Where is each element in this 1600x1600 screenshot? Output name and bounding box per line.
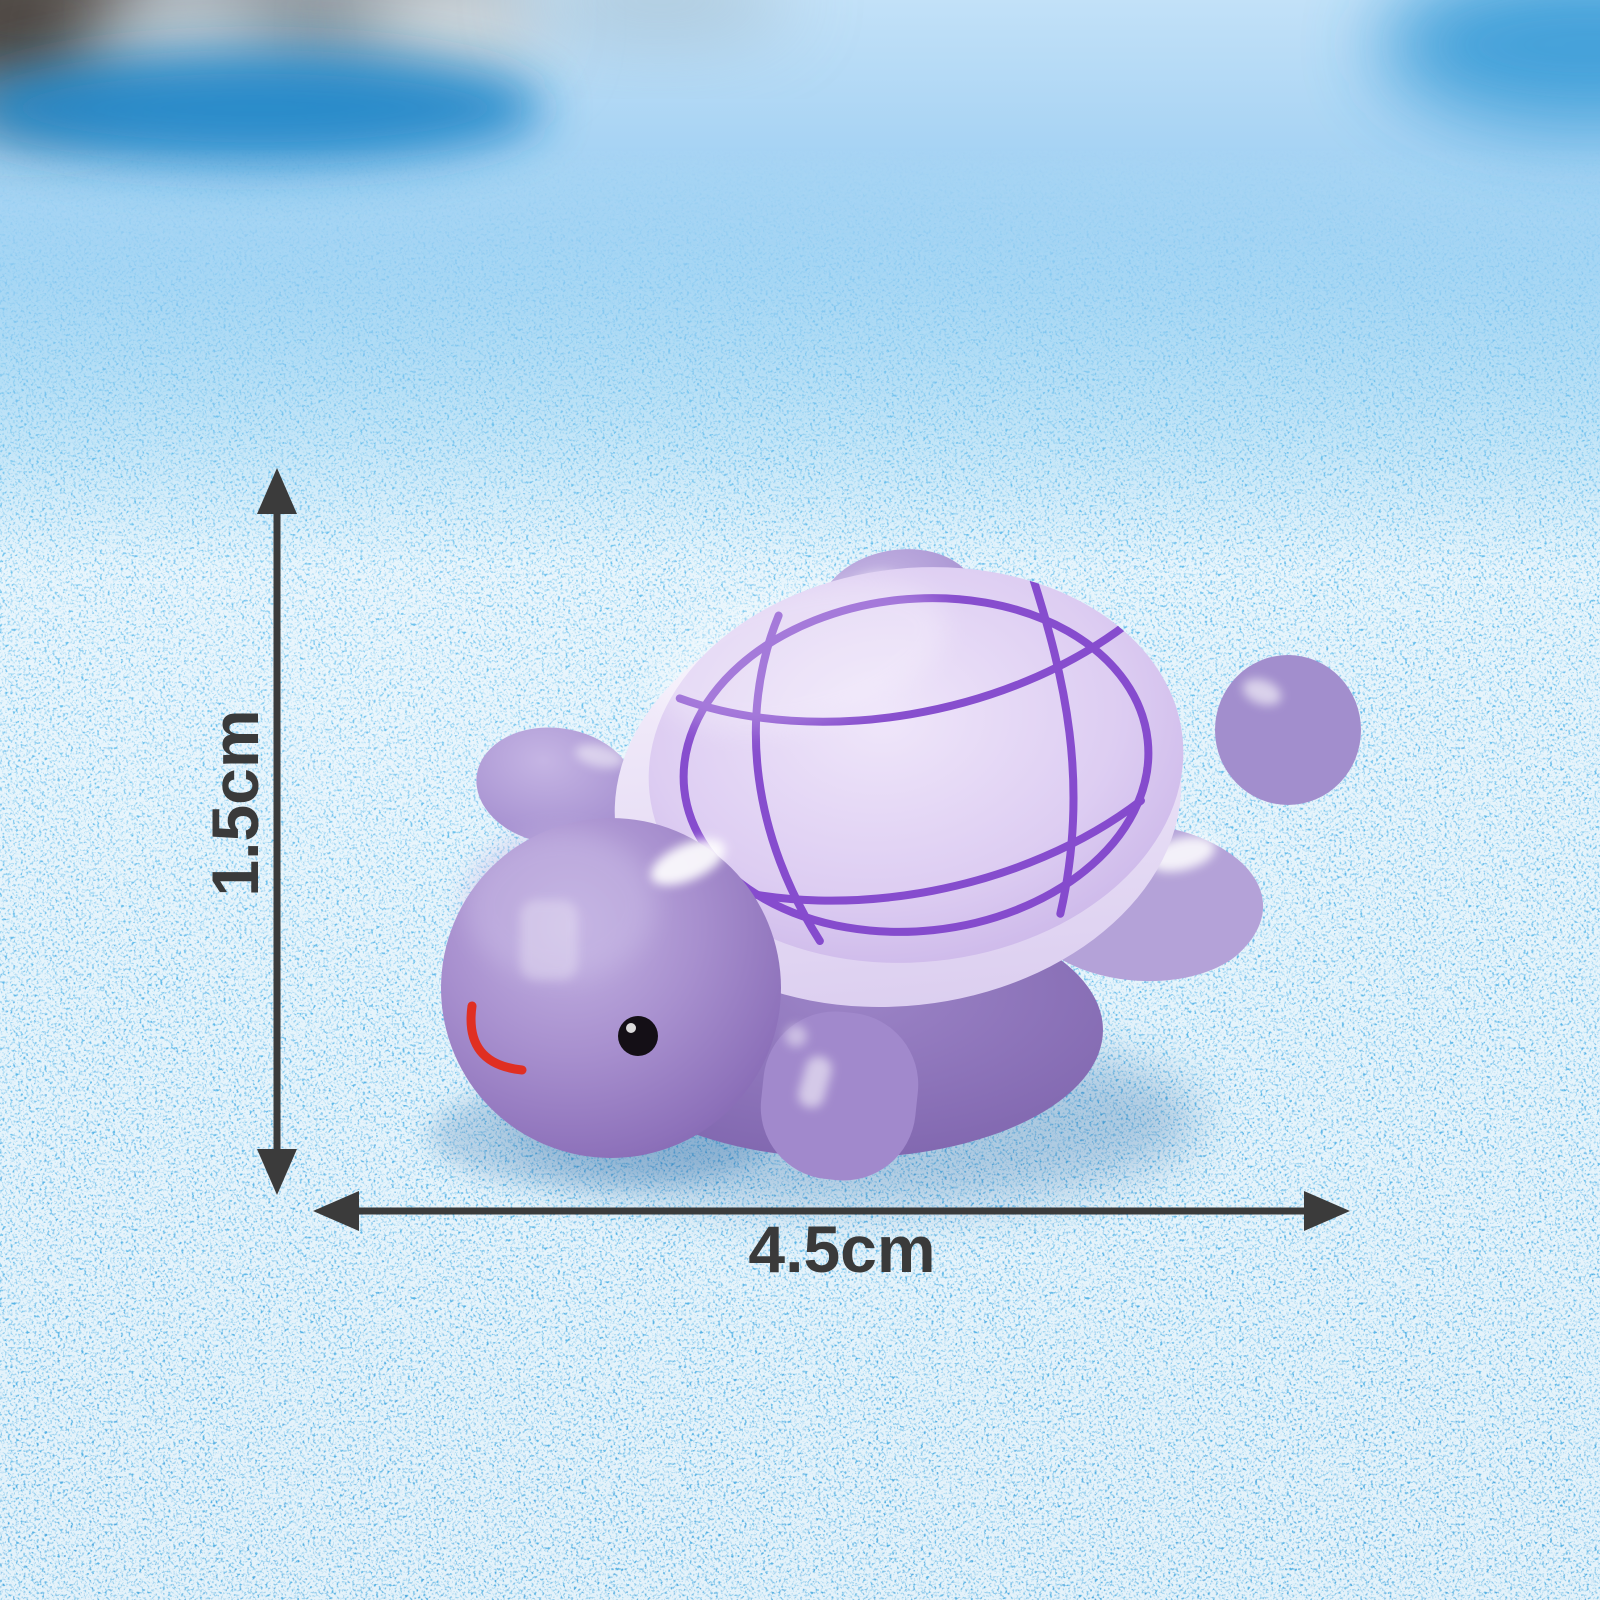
height-arrow-down-icon: [257, 1149, 297, 1195]
head-reflection: [520, 900, 578, 980]
height-dimension: 1.5cm: [198, 468, 297, 1195]
turtle-back-right-flipper: [1215, 655, 1361, 805]
width-label: 4.5cm: [748, 1212, 935, 1286]
eye-highlight: [626, 1023, 636, 1033]
deep-blue-water-blur-left: [0, 50, 545, 166]
front-flipper-highlight: [798, 1056, 832, 1108]
height-label: 1.5cm: [198, 709, 272, 896]
width-arrow-left-icon: [313, 1191, 359, 1231]
blurred-background-rocks: [0, 0, 1600, 166]
shell-pattern-line: [1029, 574, 1078, 918]
rock-blob-faint: [530, 0, 790, 38]
width-dimension: 4.5cm: [313, 1191, 1350, 1286]
height-arrow-up-icon: [257, 468, 297, 514]
shell-highlight: [653, 577, 947, 733]
shell-pattern-line: [705, 796, 1145, 905]
front-left-flipper-highlight: [575, 744, 625, 768]
deep-blue-water-blur-right: [1380, 0, 1600, 130]
rock-blob-white: [360, 0, 540, 67]
width-arrow-right-icon: [1304, 1191, 1350, 1231]
turtle-eye: [618, 1016, 658, 1056]
turtle-mouth: [466, 1001, 527, 1075]
head-highlight: [650, 838, 726, 886]
turtle-figurine: [430, 549, 1361, 1210]
front-flipper-glint: [785, 1025, 807, 1047]
back-right-flipper-highlight: [1242, 678, 1282, 706]
turtle-front-flipper: [760, 1011, 919, 1181]
